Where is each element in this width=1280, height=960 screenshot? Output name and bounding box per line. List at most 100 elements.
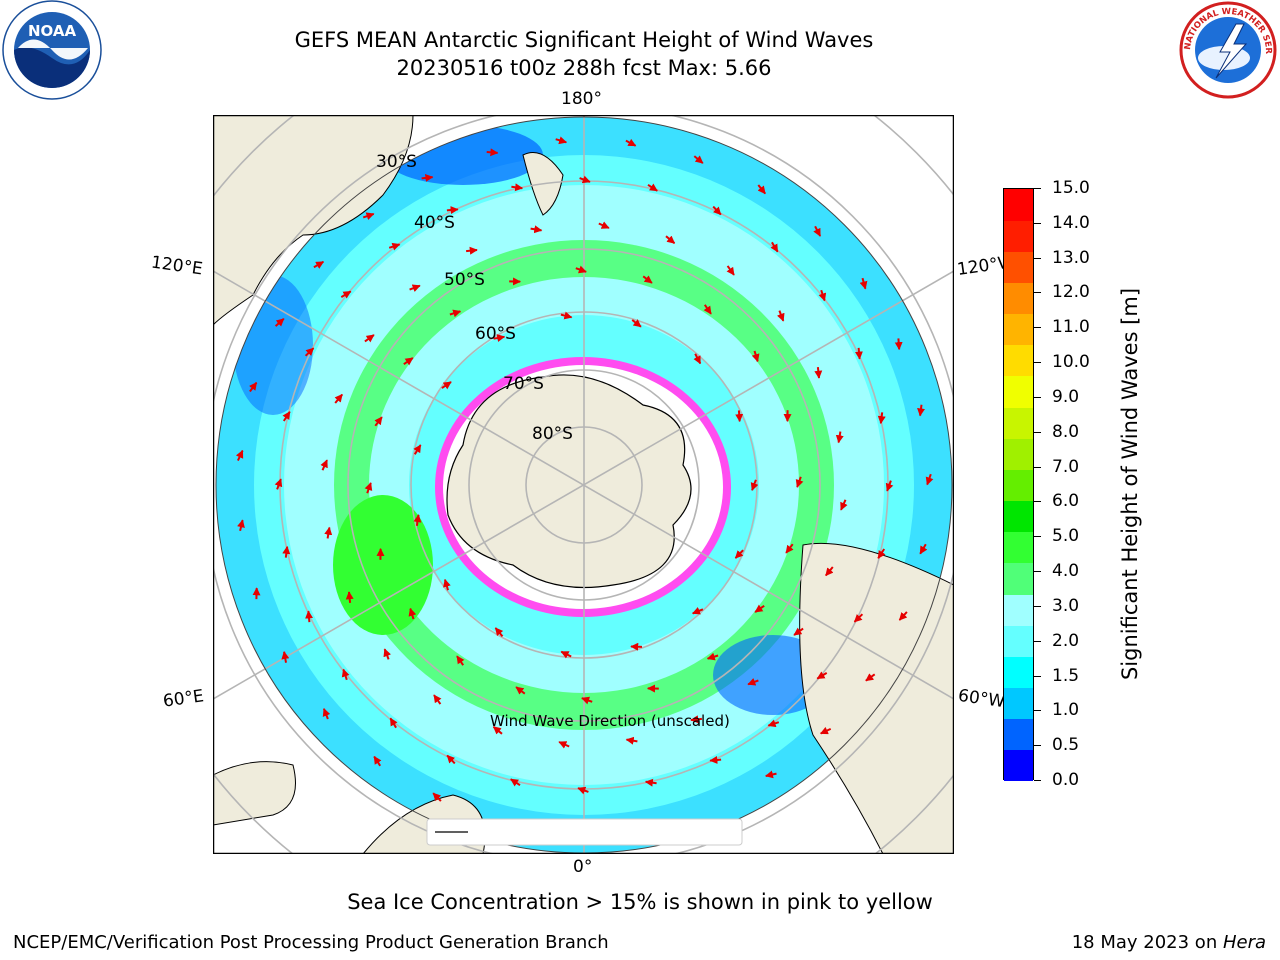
wind-wave-arrow — [282, 411, 291, 422]
footer-date: 18 May 2023 on Hera — [1072, 932, 1266, 953]
colorbar-tick-label: 6.0 — [1052, 491, 1080, 512]
colorbar-tick — [1034, 675, 1041, 677]
colorbar-tick-label: 11.0 — [1052, 317, 1090, 338]
wind-wave-arrow — [320, 459, 328, 471]
wind-wave-arrow — [248, 381, 258, 393]
wind-wave-arrow — [703, 304, 712, 315]
chart-subtitle: 20230516 t00z 288h fcst Max: 5.66 — [396, 56, 772, 80]
colorbar-tick-label: 14.0 — [1052, 212, 1090, 233]
wind-wave-arrow — [793, 627, 804, 636]
wind-wave-arrow — [281, 651, 290, 663]
wind-wave-arrow — [408, 607, 417, 620]
wind-wave-arrow — [409, 284, 421, 292]
wind-wave-arrow — [818, 289, 827, 302]
colorbar-tick-label: 3.0 — [1052, 595, 1080, 616]
wind-wave-arrow — [304, 347, 315, 357]
colorbar-tick-label: 9.0 — [1052, 386, 1080, 407]
wind-wave-arrow — [362, 212, 375, 220]
colorbar-segment — [1004, 438, 1033, 470]
wind-wave-arrow — [510, 778, 521, 787]
wind-wave-arrow — [765, 770, 777, 779]
wind-wave-arrow — [560, 311, 573, 320]
wind-wave-arrow — [709, 755, 722, 764]
wind-wave-arrow — [579, 175, 591, 184]
colorbar-tick — [1034, 257, 1041, 259]
lat-label-40s: 40°S — [414, 213, 455, 233]
antarctica-landmass — [446, 374, 692, 589]
lon-label-120e: 120°E — [149, 252, 204, 280]
wind-wave-arrow — [690, 715, 703, 724]
wind-wave-arrow — [322, 708, 331, 720]
wind-wave-arrow — [374, 416, 383, 427]
wind-wave-arrow — [274, 478, 283, 490]
polar-map — [213, 115, 954, 854]
wind-wave-arrow — [465, 246, 478, 255]
wind-wave-arrow — [816, 671, 828, 680]
wind-wave-arrow — [558, 741, 570, 749]
wind-wave-arrow — [530, 225, 543, 234]
wind-wave-arrow — [235, 449, 244, 462]
wind-wave-arrow — [373, 755, 382, 767]
wind-wave-arrow — [555, 136, 568, 145]
chart-title: GEFS MEAN Antarctic Significant Height o… — [294, 28, 874, 52]
colorbar-tick — [1034, 188, 1041, 189]
colorbar-tick-label: 5.0 — [1052, 526, 1080, 547]
colorbar-tick — [1034, 745, 1041, 747]
lon-label-0: 0° — [573, 857, 593, 877]
wind-wave-arrow — [693, 155, 704, 164]
lon-label-180: 180° — [561, 89, 602, 109]
colorbar-tick — [1034, 327, 1041, 329]
wind-wave-arrow — [340, 290, 352, 299]
lat-label-60s: 60°S — [475, 324, 516, 344]
colorbar-segment — [1004, 469, 1033, 502]
wind-wave-arrow — [625, 736, 638, 745]
colorbar-segment — [1004, 313, 1033, 346]
colorbar-segment — [1004, 344, 1033, 377]
wind-wave-arrow — [560, 650, 572, 659]
wind-wave-arrow — [383, 648, 391, 660]
colorbar-tick-label: 0.0 — [1052, 770, 1080, 790]
wind-wave-arrow — [840, 499, 848, 511]
colorbar-tick-label: 10.0 — [1052, 352, 1090, 373]
colorbar-segment — [1004, 282, 1033, 315]
noaa-logo-text: NOAA — [28, 22, 77, 40]
wind-wave-arrow — [432, 792, 442, 802]
wind-wave-arrow — [898, 611, 908, 621]
colorbar-segment — [1004, 594, 1033, 626]
wind-wave-arrow — [854, 347, 863, 360]
wind-wave-arrow — [413, 444, 422, 455]
wind-wave-arrow — [726, 265, 735, 276]
colorbar-segment — [1004, 220, 1033, 252]
colorbar-segment — [1004, 656, 1033, 689]
wind-wave-arrow — [925, 473, 934, 486]
wind-wave-arrow — [751, 350, 760, 363]
wind-wave-arrow — [917, 404, 925, 417]
wind-wave-arrow — [443, 578, 451, 591]
colorbar-tick — [1034, 431, 1041, 433]
colorbar-tick-label: 4.0 — [1052, 561, 1080, 582]
colorbar-tick-label: 2.0 — [1052, 630, 1080, 651]
wind-wave-arrow — [665, 235, 676, 244]
colorbar-tick-label: 1.0 — [1052, 700, 1080, 721]
wind-wave-arrow — [795, 476, 804, 488]
colorbar-tick-label: 15.0 — [1052, 178, 1090, 198]
colorbar-tick — [1034, 222, 1041, 224]
colorbar-tick-label: 12.0 — [1052, 282, 1090, 303]
wind-wave-arrow — [859, 277, 868, 290]
colorbar-segment — [1004, 407, 1033, 439]
wind-wave-arrow — [819, 726, 832, 735]
wind-wave-arrow — [274, 318, 285, 327]
wind-wave-arrow — [734, 549, 744, 559]
wind-wave-arrow — [282, 545, 291, 558]
colorbar-tick — [1034, 396, 1041, 398]
wind-wave-arrow — [747, 678, 759, 686]
wind-wave-arrow — [388, 242, 401, 251]
wind-wave-arrow — [364, 482, 373, 494]
lat-label-80s: 80°S — [532, 424, 573, 444]
wind-wave-arrow — [433, 694, 442, 705]
colorbar-tick — [1034, 466, 1041, 468]
wind-wave-arrow — [421, 173, 434, 182]
wind-wave-arrow — [598, 221, 610, 229]
south-america-landmass — [799, 542, 954, 854]
wind-wave-arrow — [750, 479, 759, 491]
